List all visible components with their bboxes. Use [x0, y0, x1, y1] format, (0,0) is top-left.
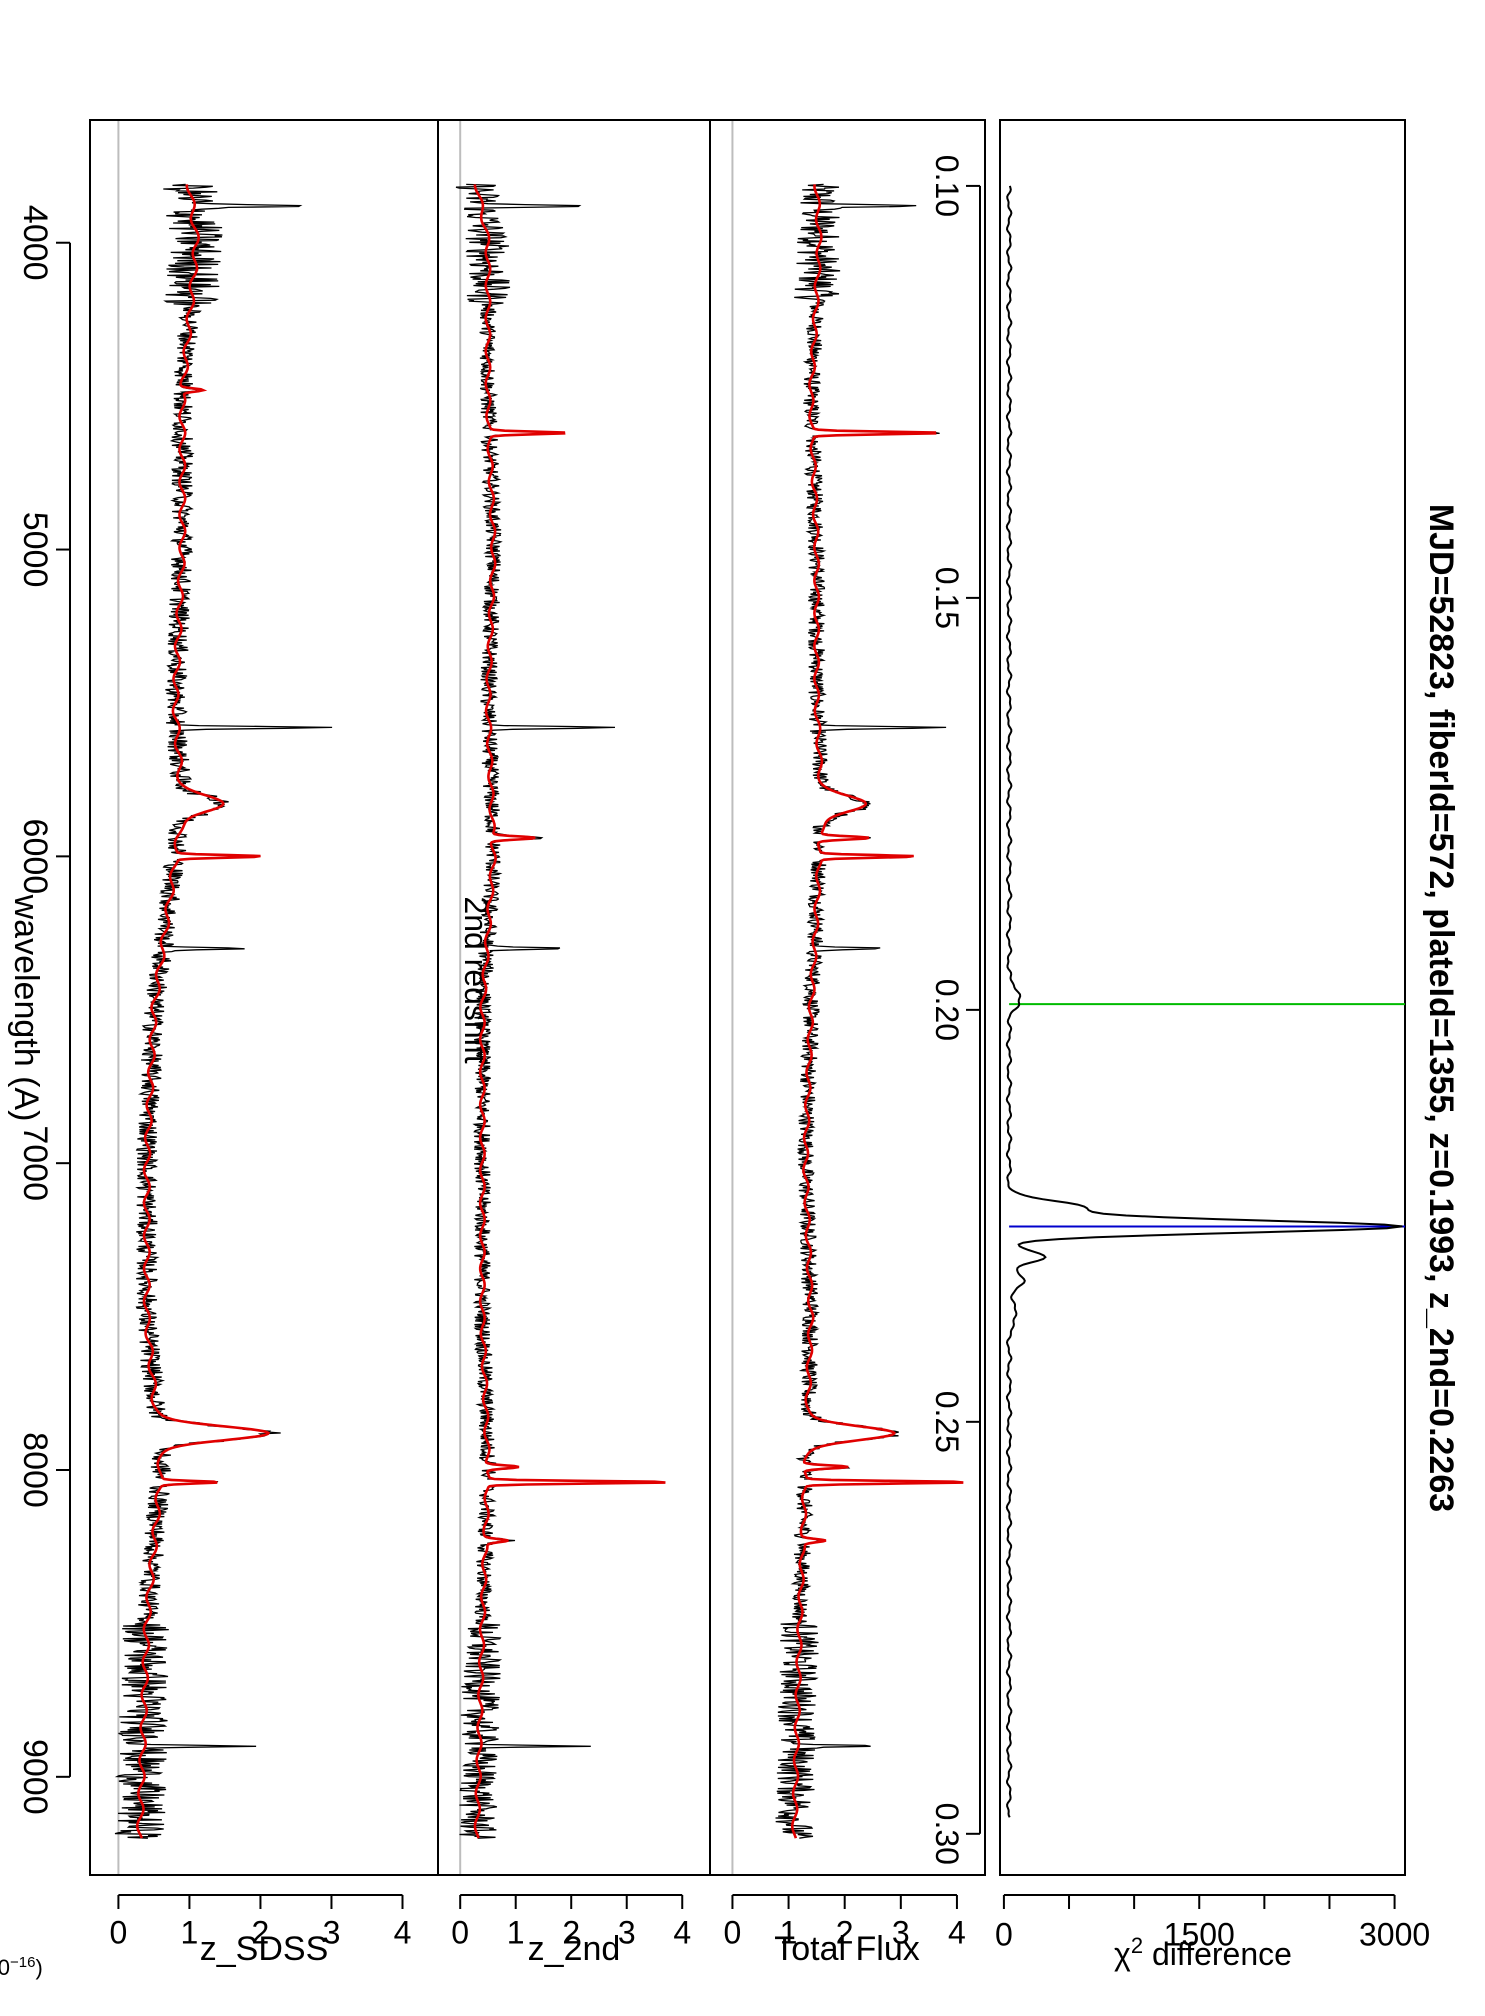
chi2-x-tick-label: 0.25 — [929, 1391, 965, 1453]
spectrum-data-z-2nd — [455, 183, 662, 1839]
spectra-x-tick-label: 5000 — [16, 512, 54, 588]
chi2-marks — [1005, 185, 1405, 1818]
y-tick-label-total-flux: 2 — [836, 1914, 854, 1950]
spectrum-fit-z-sdss — [136, 184, 271, 1839]
y-tick-label-z-sdss: 1 — [181, 1914, 199, 1950]
spectra-x-tick-label: 6000 — [16, 819, 54, 895]
y-tick-label-z-sdss: 2 — [252, 1914, 270, 1950]
scale-label-open: (x10 — [0, 1955, 10, 1980]
panel-label-z-sdss: z_SDSS — [200, 1930, 329, 1968]
y-tick-label-z-sdss: 4 — [394, 1914, 412, 1950]
spectrum-data-total-flux — [775, 183, 956, 1839]
y-tick-label-z-2nd: 3 — [618, 1914, 636, 1950]
chi2-x-tick-label: 0.20 — [929, 979, 965, 1041]
chi2-y-label-rest: difference — [1143, 1936, 1292, 1972]
chi2-plot-frame — [999, 119, 1406, 1876]
spectrum-fit-total-flux — [790, 184, 964, 1839]
scale-label-close: ) — [35, 1955, 42, 1980]
panel-label-z-2nd: z_2nd — [528, 1930, 621, 1968]
spectra-x-tick-label: 4000 — [16, 205, 54, 281]
y-tick-label-z-2nd: 1 — [507, 1914, 525, 1950]
scale-label-exp: −16 — [10, 1954, 35, 1971]
y-tick-label-z-sdss: 3 — [323, 1914, 341, 1950]
spectra-x-tick-label: 9000 — [16, 1739, 54, 1815]
y-tick-label-z-2nd: 2 — [562, 1914, 580, 1950]
chi2-panel: 0.100.150.200.250.300 1500 3000 2nd redshi… — [458, 119, 1430, 1973]
chi2-x-tick-label: 0.10 — [929, 155, 965, 217]
spectra-x-axis-label: wavelength (A) — [7, 894, 45, 1122]
chi2-y-axis-label: χ2 difference — [1114, 1933, 1292, 1973]
spectra-x-tick-label: 7000 — [16, 1125, 54, 1201]
spectra-x-tick-label: 8000 — [16, 1432, 54, 1508]
spectra-plot-frame — [89, 119, 986, 1876]
rotated-figure: MJD=52823, fiberId=572, plateId=1355, z=… — [0, 119, 1460, 1981]
chi2-y-tick-label: 1500 — [1164, 1916, 1235, 1952]
chi2-y-tick-label: 0 — [995, 1916, 1013, 1952]
chi2-x-tick-label: 0.15 — [929, 567, 965, 629]
y-tick-label-z-sdss: 0 — [110, 1914, 128, 1950]
chi2-axes: 0.10 0.15 0.20 0.25 0.30 0 1500 3000 — [929, 155, 1430, 1953]
chart-title: MJD=52823, fiberId=572, plateId=1355, z=… — [1422, 504, 1460, 1512]
chi2-y-label-sup: 2 — [1131, 1933, 1143, 1958]
chi2-x-tick-label: 0.30 — [929, 1803, 965, 1865]
panel-label-total-flux: Total Flux — [774, 1930, 920, 1968]
spectra-scale-label: (x10−16) — [0, 1954, 43, 1981]
y-tick-label-total-flux: 3 — [892, 1914, 910, 1950]
chi2-y-label-chi: χ — [1114, 1936, 1131, 1972]
chi2-curve — [1005, 185, 1403, 1818]
y-tick-label-z-2nd: 4 — [673, 1914, 691, 1950]
y-tick-label-z-2nd: 0 — [451, 1914, 469, 1950]
y-tick-label-total-flux: 1 — [780, 1914, 798, 1950]
chi2-y-tick-label: 3000 — [1359, 1916, 1430, 1952]
spectrum-fit-z-2nd — [473, 184, 666, 1839]
spectra-marks — [114, 120, 964, 1875]
y-tick-label-total-flux: 0 — [724, 1914, 742, 1950]
y-tick-label-total-flux: 4 — [948, 1914, 966, 1950]
